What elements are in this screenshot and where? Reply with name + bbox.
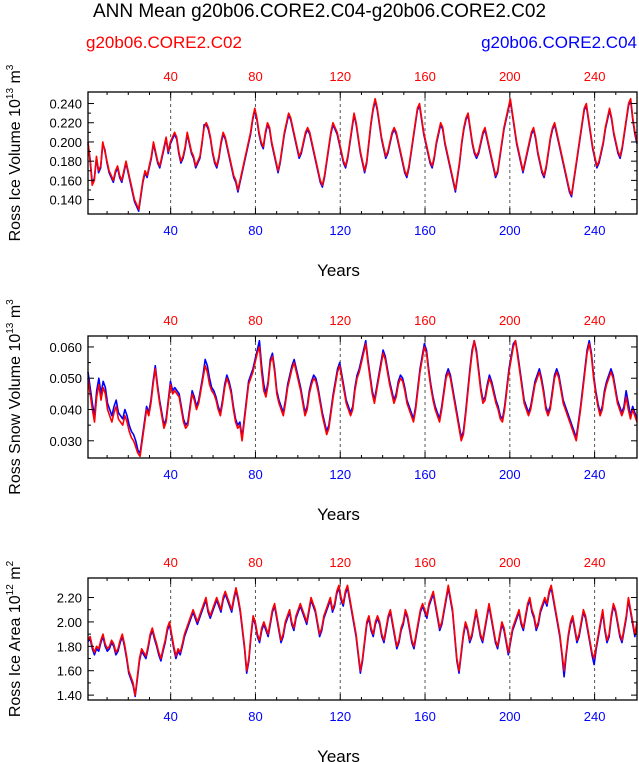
panel1-ytick-label-0.220: 0.220 — [49, 116, 82, 131]
panel3-ytick-label-1.80: 1.80 — [57, 639, 82, 654]
panel3-xtick-top-label-240: 240 — [584, 555, 606, 570]
panel2-ytick-label-0.030: 0.030 — [49, 434, 82, 449]
panel2-xtick-top-label-160: 160 — [414, 313, 436, 328]
panel1-xtick-top-label-80: 80 — [248, 69, 262, 84]
legend-red-label: g20b06.CORE2.C02 — [86, 33, 242, 52]
panel3-xtick-bottom-label-80: 80 — [248, 709, 262, 724]
panel1-xtick-bottom-label-200: 200 — [499, 223, 521, 238]
panel2-ytick-label-0.050: 0.050 — [49, 371, 82, 386]
panel3-series-line-c02 — [87, 584, 638, 696]
panel2-xtick-top-label-240: 240 — [584, 313, 606, 328]
panel3-xtick-top-label-120: 120 — [329, 555, 351, 570]
panel1-ytick-label-0.180: 0.180 — [49, 154, 82, 169]
panel2-xtick-top-label-200: 200 — [499, 313, 521, 328]
panel2-ytick-label-0.060: 0.060 — [49, 340, 82, 355]
panel3-ytick-label-1.60: 1.60 — [57, 664, 82, 679]
panel2-yaxis-label: Ross Snow Volume 1013 m3 — [5, 299, 24, 495]
panel1-xtick-bottom-label-40: 40 — [163, 223, 177, 238]
panel2-xaxis-label: Years — [317, 505, 360, 524]
panel3-ytick-label-2.20: 2.20 — [57, 591, 82, 606]
panel1-ytick-label-0.140: 0.140 — [49, 193, 82, 208]
panel1-xtick-top-label-200: 200 — [499, 69, 521, 84]
panel1-xtick-top-label-160: 160 — [414, 69, 436, 84]
panel2-xtick-bottom-label-240: 240 — [584, 467, 606, 482]
panel3-ytick-label-2.00: 2.00 — [57, 615, 82, 630]
chart-title: ANN Mean g20b06.CORE2.C04-g20b06.CORE2.C… — [92, 1, 547, 22]
panel3-ytick-label-1.40: 1.40 — [57, 688, 82, 703]
panel1-xtick-top-label-40: 40 — [163, 69, 177, 84]
panel1-xaxis-label: Years — [317, 261, 360, 280]
panel3-xtick-bottom-label-40: 40 — [163, 709, 177, 724]
panel3-xtick-top-label-40: 40 — [163, 555, 177, 570]
legend-blue-label: g20b06.CORE2.C04 — [481, 33, 637, 52]
panel1-series-line-c02 — [87, 97, 638, 210]
panel3-xtick-bottom-label-240: 240 — [584, 709, 606, 724]
panel1-xtick-bottom-label-160: 160 — [414, 223, 436, 238]
panel1-plot-frame — [87, 91, 638, 215]
panel1-xtick-bottom-label-120: 120 — [329, 223, 351, 238]
panel2-xtick-bottom-label-80: 80 — [248, 467, 262, 482]
panel2-xtick-top-label-40: 40 — [163, 313, 177, 328]
panel2-series-line-c02 — [87, 339, 638, 458]
panel1-ytick-label-0.160: 0.160 — [49, 173, 82, 188]
panel3-xtick-top-label-160: 160 — [414, 555, 436, 570]
panel3-yaxis-label: Ross Ice Area 1012 m2 — [5, 560, 24, 717]
panel3-xtick-bottom-label-120: 120 — [329, 709, 351, 724]
panel1-xtick-top-label-120: 120 — [329, 69, 351, 84]
panel2-xtick-top-label-80: 80 — [248, 313, 262, 328]
panel1-xtick-bottom-label-240: 240 — [584, 223, 606, 238]
panel3-xtick-bottom-label-160: 160 — [414, 709, 436, 724]
panel2-xtick-bottom-label-40: 40 — [163, 467, 177, 482]
panel3-xtick-top-label-80: 80 — [248, 555, 262, 570]
panel1-xtick-top-label-240: 240 — [584, 69, 606, 84]
panel3-xtick-bottom-label-200: 200 — [499, 709, 521, 724]
panel3-plot-frame — [87, 577, 638, 701]
panel2-plot-frame — [87, 335, 638, 459]
panel3-xtick-top-label-200: 200 — [499, 555, 521, 570]
panel2-ytick-label-0.040: 0.040 — [49, 403, 82, 418]
panel1-ytick-label-0.240: 0.240 — [49, 97, 82, 112]
panel2-xtick-bottom-label-200: 200 — [499, 467, 521, 482]
panel2-xtick-top-label-120: 120 — [329, 313, 351, 328]
panel1-yaxis-label: Ross Ice Volume 1013 m3 — [5, 64, 24, 241]
panel3-xaxis-label: Years — [317, 747, 360, 762]
panel2-xtick-bottom-label-120: 120 — [329, 467, 351, 482]
panel1-ytick-label-0.200: 0.200 — [49, 135, 82, 150]
panel2-xtick-bottom-label-160: 160 — [414, 467, 436, 482]
panel1-xtick-bottom-label-80: 80 — [248, 223, 262, 238]
